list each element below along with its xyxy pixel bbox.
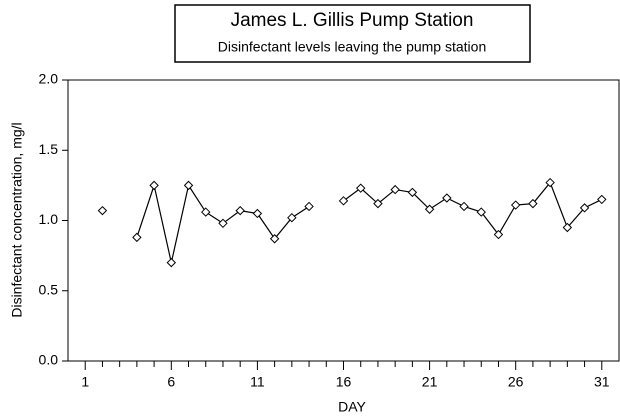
data-point	[390, 184, 400, 195]
data-point	[235, 205, 245, 216]
x-tick-label: 16	[336, 374, 352, 390]
data-point	[97, 205, 108, 216]
plot-frame	[67, 79, 620, 362]
x-tick-label: 26	[508, 374, 524, 390]
data-point	[218, 218, 228, 229]
data-point	[545, 177, 555, 188]
data-point	[407, 187, 418, 198]
data-point	[442, 193, 452, 203]
data-point	[528, 198, 538, 209]
x-axis-label: DAY	[338, 399, 366, 415]
data-point	[476, 207, 486, 217]
data-point	[562, 222, 573, 233]
x-tick-label: 21	[422, 374, 438, 390]
data-point	[510, 200, 521, 210]
data-point	[493, 229, 504, 240]
y-axis-label: Disinfectant concentration, mg/l	[9, 122, 25, 317]
data-point	[373, 198, 383, 209]
chart-subtitle: Disinfectant levels leaving the pump sta…	[218, 39, 486, 55]
y-tick-label: 0.5	[39, 281, 59, 297]
data-point	[132, 232, 142, 243]
data-point	[356, 183, 366, 193]
data-point	[579, 203, 590, 213]
data-point	[166, 257, 177, 268]
data-point	[269, 234, 280, 244]
data-point	[338, 196, 349, 206]
data-line	[136, 181, 603, 263]
title-box	[174, 4, 531, 63]
data-point	[149, 180, 159, 191]
data-point	[459, 201, 469, 212]
y-tick-label: 2.0	[39, 71, 59, 87]
x-tick-label: 6	[167, 374, 175, 390]
data-point	[304, 201, 314, 212]
chart-title: James L. Gillis Pump Station	[231, 10, 474, 31]
y-tick-label: 1.0	[39, 211, 59, 227]
x-tick-label: 11	[250, 374, 265, 390]
data-point	[183, 180, 194, 191]
x-tick-label: 1	[81, 374, 89, 390]
y-tick-label: 0.0	[39, 352, 59, 368]
data-point	[252, 208, 263, 219]
x-tick-label: 31	[594, 374, 610, 390]
data-point	[287, 212, 297, 223]
y-tick-label: 1.5	[39, 141, 59, 157]
data-point	[597, 194, 607, 205]
data-point	[424, 204, 435, 214]
data-point	[201, 207, 211, 217]
